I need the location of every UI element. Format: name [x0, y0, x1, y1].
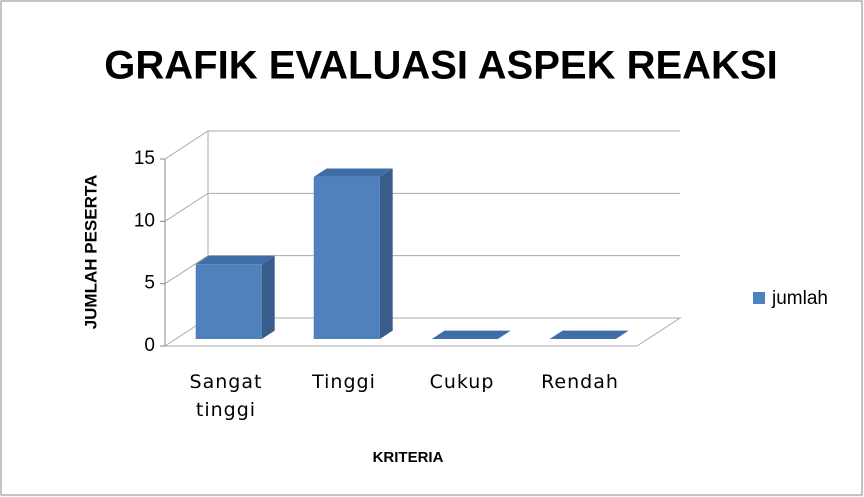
bar-top	[313, 168, 393, 177]
bar	[313, 168, 393, 339]
y-tick-label: 5	[144, 273, 155, 294]
bar-side	[261, 255, 275, 339]
legend-label: jumlah	[771, 288, 828, 309]
bar-front	[313, 176, 380, 339]
y-tick-label: 15	[134, 148, 155, 169]
bar	[431, 330, 511, 339]
x-axis-label: KRITERIA	[373, 449, 444, 466]
y-tick-label: 10	[134, 210, 155, 231]
x-tick-label: Sangat tinggi	[189, 371, 263, 421]
bar-top	[431, 330, 511, 339]
x-tick-label: Rendah	[541, 371, 619, 393]
x-tick-label: Cukup	[429, 371, 495, 393]
y-axis-label: JUMLAH PESERTA	[81, 175, 100, 330]
bar	[549, 330, 629, 339]
bar-side	[379, 168, 393, 339]
bar	[195, 255, 275, 339]
y-tick-label: 0	[144, 335, 155, 356]
grid-line	[164, 192, 680, 222]
grid-line	[164, 255, 680, 285]
bar-top	[195, 255, 275, 265]
floor	[163, 317, 682, 347]
bar-top	[549, 330, 629, 339]
x-tick-label: Tinggi	[312, 371, 376, 393]
chart-title: GRAFIK EVALUASI ASPEK REAKSI	[104, 44, 777, 88]
legend-swatch	[753, 292, 765, 304]
bar-front	[195, 264, 262, 339]
grid-line	[164, 130, 680, 160]
